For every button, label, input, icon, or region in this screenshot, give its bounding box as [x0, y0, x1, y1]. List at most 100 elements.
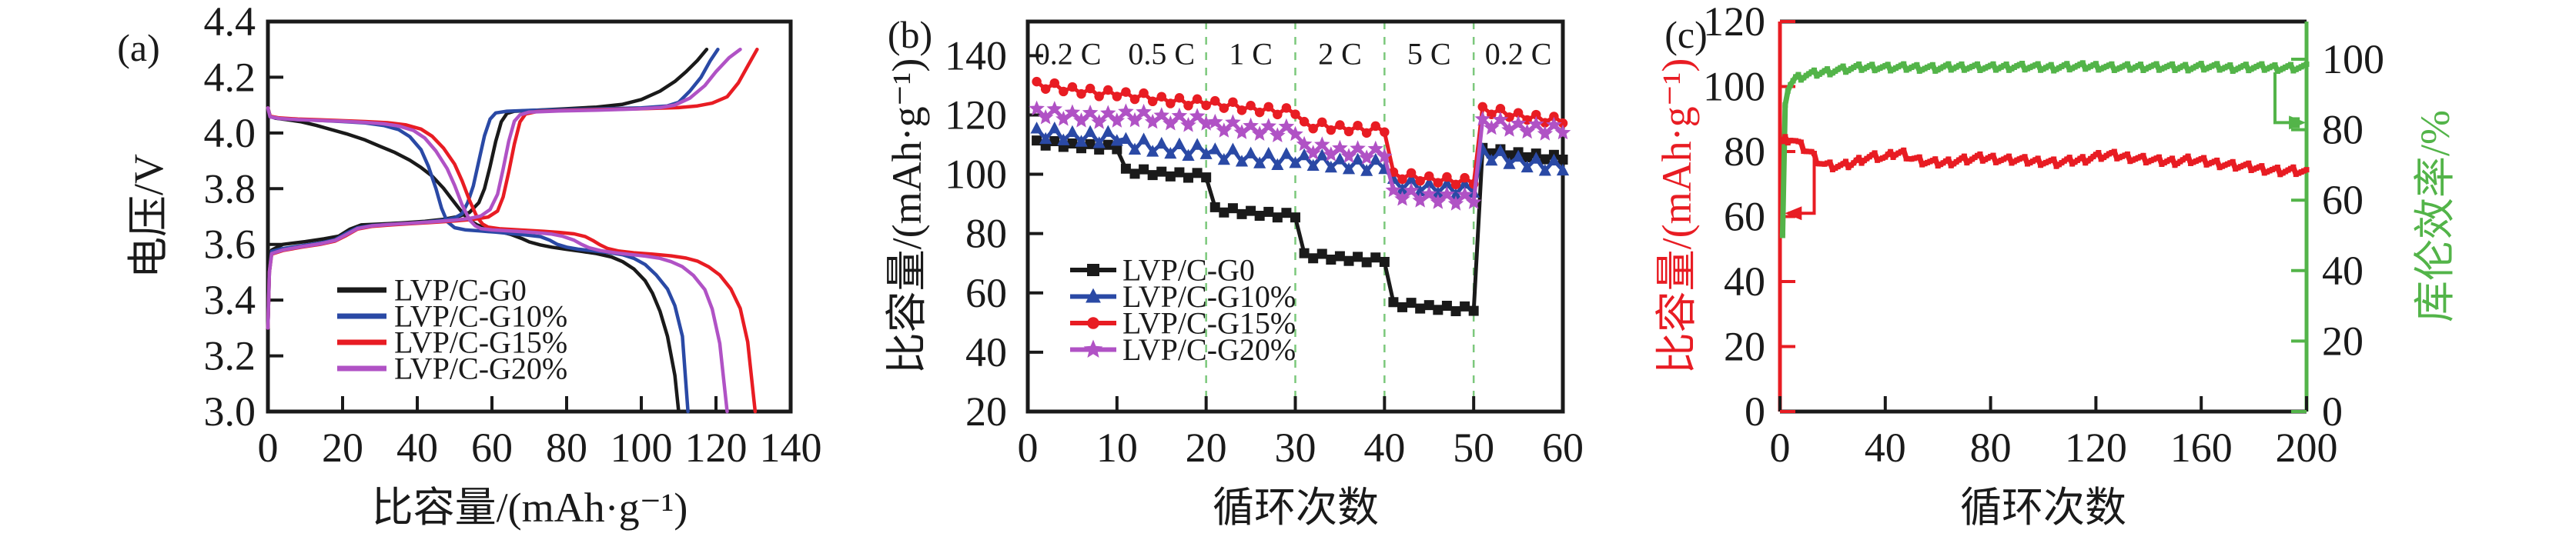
marker-square	[1156, 166, 1167, 177]
marker-star	[1296, 135, 1313, 152]
rate-label: 0.2 C	[1485, 37, 1552, 72]
marker-circle	[1174, 92, 1185, 103]
marker-circle	[1290, 109, 1300, 119]
marker-triangle	[1048, 122, 1061, 134]
efficiency-point	[2124, 61, 2130, 67]
efficiency-point	[2019, 61, 2026, 67]
efficiency-point	[2227, 62, 2233, 68]
marker-triangle	[1316, 148, 1329, 161]
efficiency-point	[1811, 67, 1817, 73]
marker-star	[1207, 113, 1223, 129]
marker-star	[1029, 100, 1045, 116]
capacity-point	[2156, 154, 2162, 160]
marker-circle	[1380, 127, 1390, 137]
marker-triangle	[1209, 142, 1222, 155]
marker-triangle	[1235, 155, 1249, 167]
rate-label: 0.2 C	[1035, 37, 1102, 72]
marker-triangle	[1440, 176, 1454, 188]
legend-label-LVP/C-G20%: LVP/C-G20%	[394, 352, 567, 386]
capacity-point	[2066, 155, 2073, 161]
x-tick-label: 160	[2170, 425, 2233, 471]
y-tick-label: 4.4	[204, 0, 256, 45]
efficiency-point	[1779, 232, 1785, 238]
marker-star	[1118, 103, 1134, 118]
marker-circle	[1495, 104, 1506, 114]
capacity-point	[2111, 148, 2117, 155]
marker-circle	[1246, 101, 1256, 111]
marker-circle	[1040, 84, 1051, 94]
marker-triangle	[1556, 163, 1570, 176]
marker-triangle	[1066, 125, 1079, 138]
marker-triangle	[1226, 142, 1239, 155]
marker-circle	[1281, 103, 1292, 113]
capacity-point	[2006, 153, 2012, 159]
marker-square	[1246, 205, 1256, 216]
efficiency-point	[1790, 78, 1796, 84]
efficiency-point	[1782, 102, 1788, 108]
panel-c-tag: (c)	[1664, 13, 1708, 56]
marker-star	[1198, 115, 1214, 131]
marker-square	[1343, 255, 1354, 266]
marker-circle	[1442, 172, 1452, 182]
x-tick-label: 10	[1096, 425, 1138, 471]
marker-triangle	[1182, 148, 1195, 161]
marker-circle	[1353, 120, 1363, 131]
efficiency-axis-pointer	[2273, 72, 2302, 125]
marker-star	[1367, 140, 1383, 156]
x-tick-label: 50	[1453, 425, 1494, 471]
panel-b-x-axis-title: 循环次数	[1213, 485, 1379, 531]
marker-triangle	[1244, 146, 1257, 158]
marker-circle	[1129, 94, 1140, 105]
capacity-point	[2259, 163, 2265, 169]
marker-square	[1460, 301, 1470, 312]
marker-circle	[1219, 103, 1229, 113]
marker-triangle	[1547, 153, 1561, 166]
marker-square	[1165, 171, 1176, 182]
x-tick-label: 40	[396, 425, 438, 471]
panel-a-tag: (a)	[117, 26, 160, 69]
panel-b: (b) 比容量/(mAh·g⁻¹) 循环次数 0 10 20 30 40 50 60 20 40…	[884, 13, 1584, 531]
marker-square	[1112, 144, 1122, 155]
marker-circle	[1361, 128, 1372, 138]
efficiency-point	[2003, 61, 2009, 67]
marker-square	[1192, 168, 1203, 178]
efficiency-point	[2079, 60, 2086, 66]
marker-star	[1180, 117, 1196, 132]
marker-square	[1316, 248, 1327, 259]
marker-triangle	[1538, 164, 1551, 176]
x-tick-label: 20	[322, 425, 363, 471]
marker-square	[1236, 208, 1247, 219]
marker-star	[1385, 182, 1402, 198]
marker-circle	[1308, 123, 1318, 134]
legend-label-LVP/C-G15%: LVP/C-G15%	[394, 325, 567, 360]
marker-star	[1403, 182, 1420, 198]
y-tick-label: 3.6	[204, 222, 256, 268]
marker-circle	[1433, 178, 1444, 188]
rate-series-markers-LVP/C-G15%	[1032, 76, 1568, 190]
x-tick-label: 120	[2065, 425, 2127, 471]
marker-triangle	[1512, 149, 1525, 162]
marker-star	[1046, 101, 1062, 116]
marker-circle	[1460, 172, 1470, 183]
marker-star	[1358, 149, 1375, 165]
marker-star	[1163, 115, 1179, 131]
marker-circle	[1540, 118, 1551, 128]
efficiency-point	[2303, 61, 2310, 67]
marker-triangle	[1057, 133, 1070, 145]
legend-marker-square	[1087, 264, 1099, 276]
marker-triangle	[1164, 147, 1177, 159]
curve-charge-LVP/C-G0	[266, 47, 709, 330]
marker-square	[1334, 251, 1345, 262]
marker-star	[1457, 186, 1473, 202]
capacity-pointer-arrowhead	[1785, 206, 1802, 221]
y-tick-label: 0	[2322, 388, 2343, 435]
marker-triangle	[1137, 132, 1150, 145]
marker-triangle	[1253, 156, 1266, 168]
marker-circle	[1076, 88, 1086, 99]
marker-triangle	[1423, 176, 1436, 188]
panel-b-y-axis-title: 比容量/(mAh·g⁻¹)	[884, 58, 930, 375]
marker-circle	[1059, 86, 1069, 97]
efficiency-point	[1856, 61, 1862, 67]
capacity-axis-pointer	[1788, 155, 1816, 215]
